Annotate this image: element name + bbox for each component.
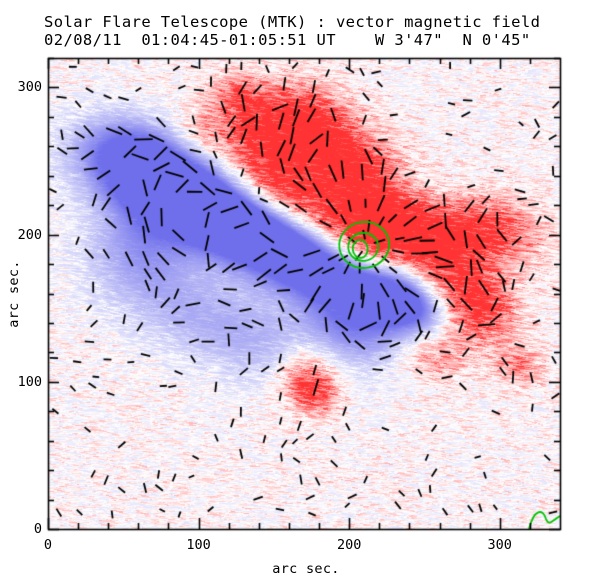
y-tick-label: 100: [17, 373, 42, 390]
y-axis-title: arc sec.: [6, 260, 22, 328]
x-tick-label: 0: [43, 537, 53, 553]
x-tick-label: 100: [186, 537, 211, 553]
x-axis-title: arc sec.: [272, 561, 340, 577]
y-tick-label: 300: [17, 79, 42, 96]
x-tick-label: 200: [336, 537, 362, 553]
y-tick-label: 200: [17, 226, 42, 243]
x-tick-label: 300: [487, 537, 512, 553]
figure-title: Solar Flare Telescope (MTK) : vector mag…: [44, 13, 541, 31]
figure-subtitle: 02/08/11 01:04:45-01:05:51 UT W 3'47" N …: [44, 31, 531, 49]
y-tick-label: 0: [33, 521, 42, 537]
